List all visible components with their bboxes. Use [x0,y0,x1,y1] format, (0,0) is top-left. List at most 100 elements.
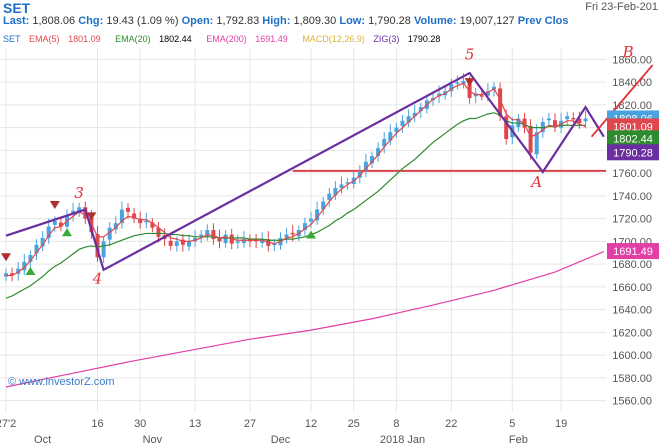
legend-symbol: SET [3,34,21,44]
x-tick-label: 30 [134,418,146,430]
volume-label: Volume: [413,15,457,27]
y-tick-label: 1820.00 [612,100,652,112]
sell-signal-arrow [464,78,475,87]
legend-ema20-value: 1802.44 [159,34,192,44]
candle-body [339,184,344,188]
candle-body [412,112,417,117]
x-tick-label: 16 [91,418,103,430]
x-tick-label: 12 [305,418,317,430]
candle-body [52,220,57,225]
candle-body [156,227,161,237]
month-label: 2018 Jan [380,434,425,446]
legend-ema5-value: 1801.09 [68,34,101,44]
y-tick-label: 1860.00 [612,54,652,66]
candle-body [498,88,503,117]
candle-body [528,125,533,153]
candle-body [290,232,295,235]
low-value: 1,790.28 [368,15,411,27]
candle-body [522,118,527,128]
candle-body [205,230,210,237]
last-value: 1,808.06 [32,15,76,27]
candle-body [284,234,289,238]
zigzag-line [5,71,605,272]
legend-macd: MACD(12,26,9) [302,34,365,44]
month-label: Feb [509,434,528,446]
legend-ema200-value: 1691.49 [255,34,288,44]
open-value: 1,792.83 [216,15,260,27]
candle-body [388,132,393,141]
price-badge [607,243,659,260]
symbol-title[interactable]: SET [3,0,31,16]
y-tick-label: 1760.00 [612,168,652,180]
price-badge [607,130,659,147]
low-label: Low: [339,15,366,27]
candle-body [58,222,63,227]
chg-label: Chg: [78,15,104,27]
candle-body [577,118,582,124]
month-label: Oct [34,434,51,446]
month-label: Dec [271,434,291,446]
legend-zig: ZIG(3) [373,34,400,44]
candle-body [40,237,45,247]
candle-body [211,230,216,240]
candle-body [333,187,338,196]
x-tick-label: 27 [244,418,256,430]
candle-body [260,239,265,244]
legend-ema200: EMA(200) [206,34,247,44]
buy-signal-arrow [62,228,72,237]
candle-body [77,207,82,213]
candle-body [302,223,307,230]
candle-body [199,234,204,237]
candle-body [321,201,326,210]
y-tick-label: 1560.00 [612,396,652,408]
y-tick-label: 1600.00 [612,350,652,362]
wave-annotation: 5 [465,45,475,63]
candle-body [467,80,472,99]
candle-body [126,207,130,212]
candle-body [394,127,399,133]
candle-body [34,244,39,254]
last-label: Last: [3,15,30,27]
candle-body [144,220,149,223]
candle-body [449,84,454,92]
y-tick-label: 1740.00 [612,191,652,203]
candle-body [400,120,405,126]
price-badge-label: 1691.49 [613,246,653,258]
quote-stats: Last: 1,808.06 Chg: 19.43 (1.09 %) Open:… [3,15,569,27]
x-tick-label: 19 [555,418,567,430]
candle-body [22,261,27,271]
candle-body [132,213,137,219]
volume-value: 19,007,127 [459,15,515,27]
candle-body [10,273,15,276]
candle-body [113,223,118,230]
candle-body [180,239,185,245]
wave-annotation: 3 [74,184,84,202]
candle-body [235,241,240,243]
buy-signal-arrow [306,230,316,239]
candle-body [418,107,423,112]
candle-body [546,118,551,121]
buy-signal-arrow [25,266,36,275]
candle-body [382,139,387,147]
candle-body [241,239,246,244]
date-label: Fri 23-Feb-201 [585,1,658,13]
x-tick-label: 13 [189,418,201,430]
candle-body [363,161,368,171]
sell-signal-arrow [1,253,11,262]
candle-body [504,116,509,139]
wave-annotation: A [529,173,542,191]
candle-body [492,86,496,90]
y-tick-label: 1640.00 [612,305,652,317]
ema5-line [6,82,586,277]
x-tick-label: 22 [445,418,457,430]
ema20-line [5,112,586,299]
y-tick-label: 1720.00 [612,214,652,226]
candle-body [437,93,442,97]
candle-body [187,241,191,247]
wave-annotation: 4 [92,269,103,287]
legend-zig-value: 1790.28 [407,34,441,44]
candle-body [479,95,484,97]
wave-annotation: B [622,43,634,61]
candle-body [46,226,51,238]
